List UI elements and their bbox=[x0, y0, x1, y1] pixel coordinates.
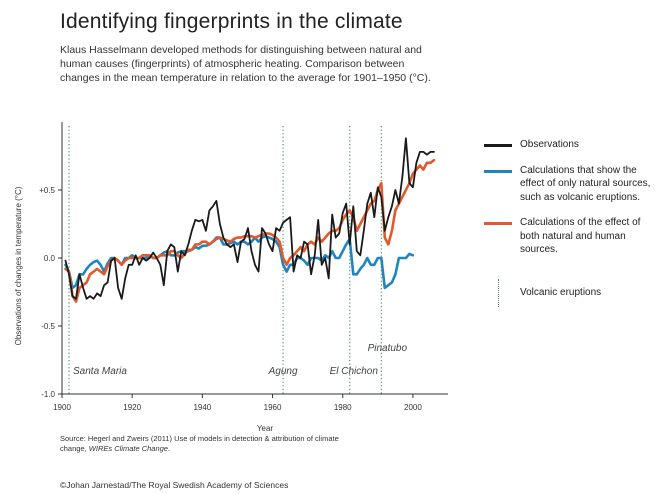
legend-swatch-both bbox=[484, 222, 512, 225]
chart-subtitle: Klaus Hasselmann developed methods for d… bbox=[60, 44, 431, 84]
source-note: Source: Hegerl and Zweirs (2011) Use of … bbox=[60, 434, 360, 454]
volcanic-eruption-label: El Chichon bbox=[330, 366, 379, 377]
x-tick-label: 1980 bbox=[334, 403, 352, 412]
legend-item-natural: Calculations that show the effect of onl… bbox=[484, 164, 654, 205]
y-tick-label: -0.5 bbox=[41, 322, 55, 331]
x-tick-label: 2000 bbox=[404, 403, 422, 412]
legend-swatch-natural bbox=[484, 169, 512, 173]
legend-swatch-observations bbox=[484, 144, 512, 147]
chart-series bbox=[64, 137, 436, 303]
volcanic-eruption-label: Pinatubo bbox=[368, 343, 408, 354]
x-axis-title: Year bbox=[257, 424, 274, 433]
y-tick-label: -1.0 bbox=[41, 390, 55, 399]
series-line-both bbox=[64, 158, 436, 303]
y-tick-label: +0.5 bbox=[39, 186, 55, 195]
x-tick-label: 1900 bbox=[53, 403, 71, 412]
climate-chart: Santa Maria Agung El Chichon Pinatubo +0.5 0… bbox=[14, 122, 448, 433]
chart-title: Identifying fingerprints in the climate bbox=[60, 10, 403, 33]
image-credit: ©Johan Jarnestad/The Royal Swedish Acade… bbox=[60, 480, 289, 490]
chart-legend: Observations Calculations that show the … bbox=[484, 138, 654, 311]
x-tick-label: 1960 bbox=[264, 403, 282, 412]
source-journal: WIREs Climate Change bbox=[88, 444, 168, 453]
legend-label-natural: Calculations that show the effect of onl… bbox=[520, 164, 651, 203]
y-tick-label: 0.0 bbox=[44, 254, 56, 263]
x-tick-label: 1940 bbox=[193, 403, 211, 412]
legend-item-volcanic: Volcanic eruptions bbox=[484, 278, 654, 307]
legend-label-volcanic: Volcanic eruptions bbox=[520, 286, 602, 298]
legend-swatch-volcanic bbox=[498, 278, 499, 307]
volcanic-eruption-label: Agung bbox=[268, 366, 298, 377]
source-suffix: . bbox=[167, 444, 171, 453]
y-axis-title: Observations of changes in temperature (… bbox=[14, 186, 23, 345]
chart-axes: +0.5 0.0 -0.5 -1.0 1900 1920 1940 1960 1980 2000 Y… bbox=[14, 122, 448, 433]
source-text: Source: Hegerl and Zweirs (2011) Use of … bbox=[60, 434, 339, 453]
legend-label-both: Calculations of the effect of both natur… bbox=[520, 217, 641, 255]
series-line-observations bbox=[64, 137, 435, 300]
legend-item-observations: Observations bbox=[484, 138, 654, 152]
x-tick-label: 1920 bbox=[123, 403, 141, 412]
legend-label-observations: Observations bbox=[520, 139, 579, 150]
legend-item-both: Calculations of the effect of both natur… bbox=[484, 216, 654, 257]
volcanic-eruption-label: Santa Maria bbox=[73, 366, 127, 377]
